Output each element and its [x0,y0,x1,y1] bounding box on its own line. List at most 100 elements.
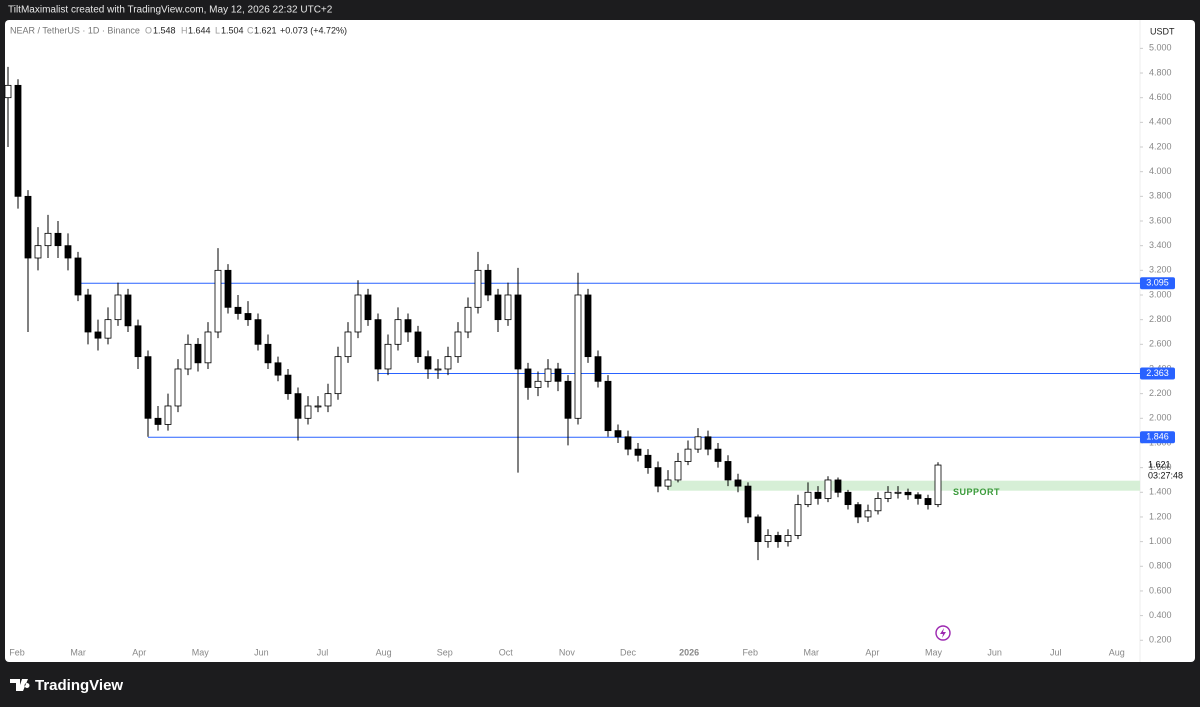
candle-body [134,325,142,358]
candle-body [454,331,462,358]
candle-body [574,294,582,419]
candle-body [194,343,202,364]
candle-body [24,195,32,259]
candle-body [64,245,72,259]
candle-body [514,294,522,370]
candle-body [724,461,732,481]
candle-body [404,319,412,333]
candle-body [84,294,92,333]
candle-body [524,368,532,388]
candle-body [654,467,662,487]
candle-body [264,343,272,364]
support-label: SUPPORT [953,487,1000,497]
y-tick-label: 3.200 [1149,265,1172,275]
brand-logo [10,679,30,691]
y-tick-label: 4.800 [1149,67,1172,77]
candle-body [164,405,172,425]
credit: TiltMaximalist created with TradingView.… [8,5,333,16]
event-icon-bolt [940,628,946,638]
y-tick-label: 5.000 [1149,43,1172,53]
y-tick-label: 2.200 [1149,388,1172,398]
candle-body [444,356,452,370]
candle-body [254,319,262,345]
candle-body [924,498,932,506]
candle-body [184,343,192,370]
close: 1.621 [254,25,277,35]
y-tick-label: 1.400 [1149,487,1172,497]
x-tick-label: Apr [865,647,879,657]
candle-body [434,368,442,371]
candle-body [34,245,42,259]
candle-body [914,494,922,499]
symbol: NEAR / TetherUS · 1D · Binance [10,25,140,35]
y-tick-label: 3.800 [1149,191,1172,201]
candle-body [744,485,752,518]
candle-body [314,405,322,408]
candle-body [604,380,612,432]
candle-body [824,479,832,499]
candle-body [214,269,222,333]
candle-body [704,436,712,450]
candle-body [734,479,742,487]
x-tick-label: Mar [70,647,86,657]
level-label: 3.095 [1146,278,1169,288]
x-tick-label: Aug [376,647,392,657]
candle-body [664,479,672,487]
x-tick-label: Jul [1050,647,1062,657]
candle-body [174,368,182,407]
event-icon[interactable] [935,625,951,641]
x-tick-label: May [925,647,943,657]
candle-body [464,306,472,333]
support-zone [668,480,1140,491]
candle-body [614,430,622,438]
x-tick-label: Feb [9,647,25,657]
x-tick-label: Jun [254,647,269,657]
x-tick-label: 2026 [679,647,699,657]
candle-body [374,319,382,370]
y-tick-label: 4.400 [1149,117,1172,127]
candle-body [864,510,872,518]
brand: TradingView [35,677,123,694]
candle-body [4,84,12,99]
candle-body [804,491,812,506]
o-label: O [145,25,152,35]
y-tick-label: 2.600 [1149,339,1172,349]
candle-body [344,331,352,358]
candle-body [424,356,432,370]
candle-body [154,417,162,425]
candle-body [854,504,862,518]
x-tick-label: Aug [1109,647,1125,657]
y-tick-label: 4.600 [1149,92,1172,102]
x-tick-label: May [192,647,210,657]
candle-body [934,464,942,506]
y-tick-label: 4.000 [1149,166,1172,176]
candle-body [554,368,562,382]
y-tick-label: 1.000 [1149,536,1172,546]
candle-body [834,479,842,493]
c-label: C [247,25,254,35]
y-tick-label: 0.400 [1149,610,1172,620]
x-tick-label: Oct [499,647,514,657]
candle-body [494,294,502,321]
open: 1.548 [153,25,176,35]
level-tag [1140,431,1175,444]
y-tick-label: 1.600 [1149,462,1172,472]
candle-body [754,516,762,543]
y-tick-label: 2.000 [1149,413,1172,423]
candle-body [714,448,722,462]
y-tick-label: 4.200 [1149,141,1172,151]
candle-body [74,257,82,296]
candle-body [114,294,122,321]
level-tag [1140,367,1175,380]
candle-body [394,319,402,345]
candle-body [694,436,702,450]
candle-body [104,319,112,339]
candle-body [94,331,102,339]
y-tick-label: 0.800 [1149,561,1172,571]
candle-body [904,491,912,496]
candle-body [794,504,802,536]
level-tag [1140,277,1175,290]
candle-body [244,313,252,321]
y-tick-label: 3.000 [1149,289,1172,299]
x-tick-label: Jun [987,647,1002,657]
